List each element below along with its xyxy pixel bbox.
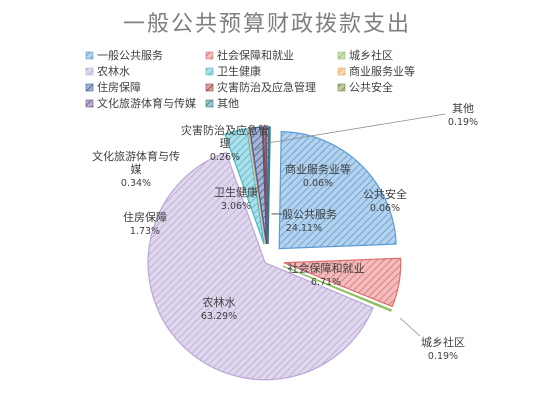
data-label-value: 6.71%: [311, 277, 341, 288]
pie-slice: [282, 265, 393, 312]
legend-label: 社会保障和就业: [217, 48, 294, 62]
leader-line: [254, 144, 265, 151]
data-label: 灾害防治及应急管理 0.26%: [181, 123, 269, 163]
legend-label: 卫生健康: [217, 64, 261, 78]
legend-item: 灾害防治及应急管理: [205, 80, 316, 94]
legend-label: 其他: [217, 97, 239, 110]
data-label-value: 0.34%: [121, 178, 151, 189]
data-label: 城乡社区 0.19%: [421, 335, 465, 362]
legend-item: 农林水: [85, 64, 130, 78]
legend-swatch: [337, 83, 346, 92]
data-label: 其他 0.19%: [448, 102, 478, 128]
data-label-value: 0.19%: [448, 117, 478, 128]
data-label-name: 理: [220, 137, 231, 150]
legend-item: 公共安全: [337, 80, 393, 94]
pie-slices: [147, 126, 402, 381]
legend-swatch: [85, 51, 94, 60]
legend-label: 文化旅游体育与传媒: [97, 96, 196, 110]
data-label: 住房保障 1.73%: [123, 210, 167, 237]
leader-lines: [254, 113, 446, 337]
data-label: 文化旅游体育与传媒 0.34%: [92, 149, 180, 189]
legend-label: 农林水: [97, 64, 130, 78]
data-label-name: 社会保障和就业: [288, 261, 365, 275]
data-label-value: 24.11%: [286, 223, 322, 234]
legend-swatch: [205, 83, 214, 92]
data-label-name: 住房保障: [123, 210, 167, 224]
legend-label: 一般公共服务: [97, 49, 163, 62]
legend-item: 社会保障和就业: [205, 48, 294, 62]
pie-slice: [278, 130, 397, 250]
legend-swatch: [85, 83, 94, 92]
data-label-name: 公共安全: [363, 187, 407, 201]
pie-slice: [267, 126, 271, 245]
data-label: 公共安全 0.06%: [363, 187, 407, 214]
data-label-name: 城乡社区: [421, 335, 465, 349]
data-label-name: 卫生健康: [214, 185, 258, 199]
legend-swatch: [205, 51, 214, 60]
legend-item: 卫生健康: [205, 64, 261, 78]
data-label-name: 媒: [131, 163, 142, 176]
leader-line: [267, 113, 446, 144]
legend-swatch: [337, 51, 346, 60]
data-label-name: 农林水: [203, 295, 236, 309]
chart-title: 一般公共预算财政拨款支出: [123, 12, 411, 37]
data-label-value: 3.06%: [221, 201, 251, 212]
legend-swatch: [85, 67, 94, 76]
legend-item: 城乡社区: [337, 48, 393, 62]
legend-label: 住房保障: [97, 80, 141, 94]
legend-label: 公共安全: [349, 80, 393, 94]
data-label-name: 灾害防治及应急管: [181, 123, 269, 137]
pie-slice: [249, 126, 268, 245]
data-label-value: 1.73%: [130, 226, 160, 237]
legend-label: 灾害防治及应急管理: [217, 80, 316, 94]
legend-swatch: [337, 67, 346, 76]
data-label-value: 0.06%: [303, 178, 333, 189]
pie-slice: [247, 127, 267, 245]
legend-item: 住房保障: [85, 80, 141, 94]
pie-slice: [283, 257, 402, 308]
data-label-value: 0.19%: [428, 351, 458, 362]
legend-item: 其他: [205, 97, 239, 110]
legend-swatch: [85, 99, 94, 108]
data-label: 卫生健康 3.06%: [214, 185, 258, 212]
data-label-name: 其他: [452, 102, 474, 115]
data-label: 社会保障和就业 6.71%: [288, 261, 365, 288]
legend-swatch: [205, 99, 214, 108]
data-labels: 一般公共服务 24.11% 社会保障和就业 6.71% 城乡社区 0.19% 农林水 63.2…: [92, 102, 478, 362]
data-label: 一般公共服务 24.11%: [271, 208, 337, 234]
data-label-value: 0.26%: [210, 152, 240, 163]
legend-swatch: [205, 67, 214, 76]
data-label: 农林水 63.29%: [201, 295, 237, 322]
data-label: 商业服务业等 0.06%: [285, 162, 351, 189]
data-label-name: 一般公共服务: [271, 208, 337, 221]
pie-slice: [147, 151, 374, 381]
legend-label: 商业服务业等: [349, 64, 415, 78]
data-label-value: 63.29%: [201, 311, 237, 322]
legend-item: 文化旅游体育与传媒: [85, 96, 196, 110]
legend-item: 商业服务业等: [337, 64, 415, 78]
data-label-name: 文化旅游体育与传: [92, 149, 180, 163]
data-label-name: 商业服务业等: [285, 162, 351, 176]
leader-line: [399, 317, 421, 337]
legend-label: 城乡社区: [349, 48, 393, 62]
pie-slice: [224, 128, 265, 245]
data-label-value: 0.06%: [370, 203, 400, 214]
legend-item: 一般公共服务: [85, 49, 163, 62]
